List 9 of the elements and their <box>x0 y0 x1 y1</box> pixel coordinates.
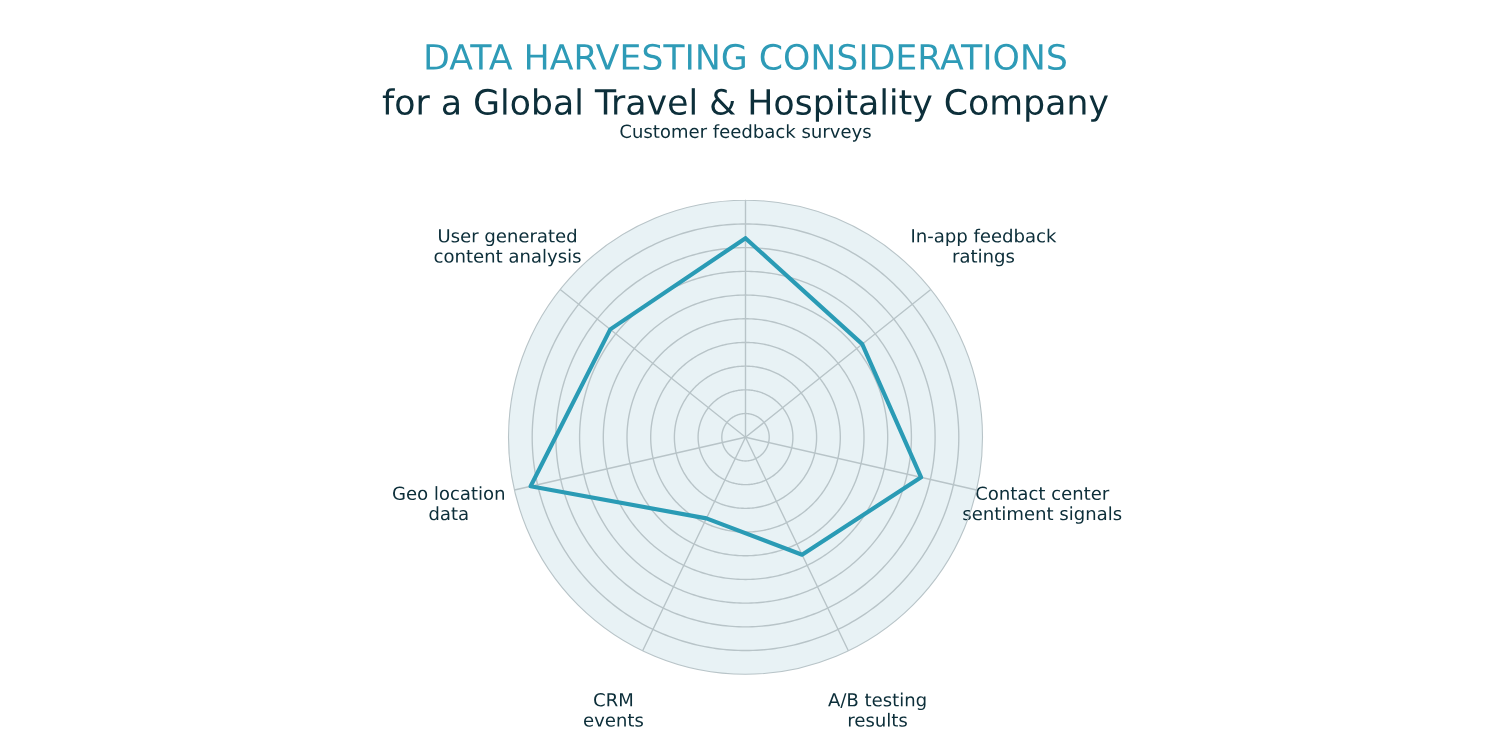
spoke-label: A/B testing results <box>828 692 926 727</box>
spoke-label: Geo location data <box>393 486 504 521</box>
chart-title: DATA HARVESTING CONSIDERATIONS <box>426 43 1066 71</box>
spoke-label: Contact center sentiment signals <box>963 486 1122 524</box>
spoke-label: User generated content analysis <box>434 228 581 267</box>
spoke-label: In-app feedback ratings <box>912 228 1057 267</box>
spoke-label: CRM events <box>584 692 643 727</box>
spoke-label: Customer feedback surveys <box>620 124 871 142</box>
chart-subtitle: for a Global Travel & Hospitality Company <box>382 88 1108 122</box>
